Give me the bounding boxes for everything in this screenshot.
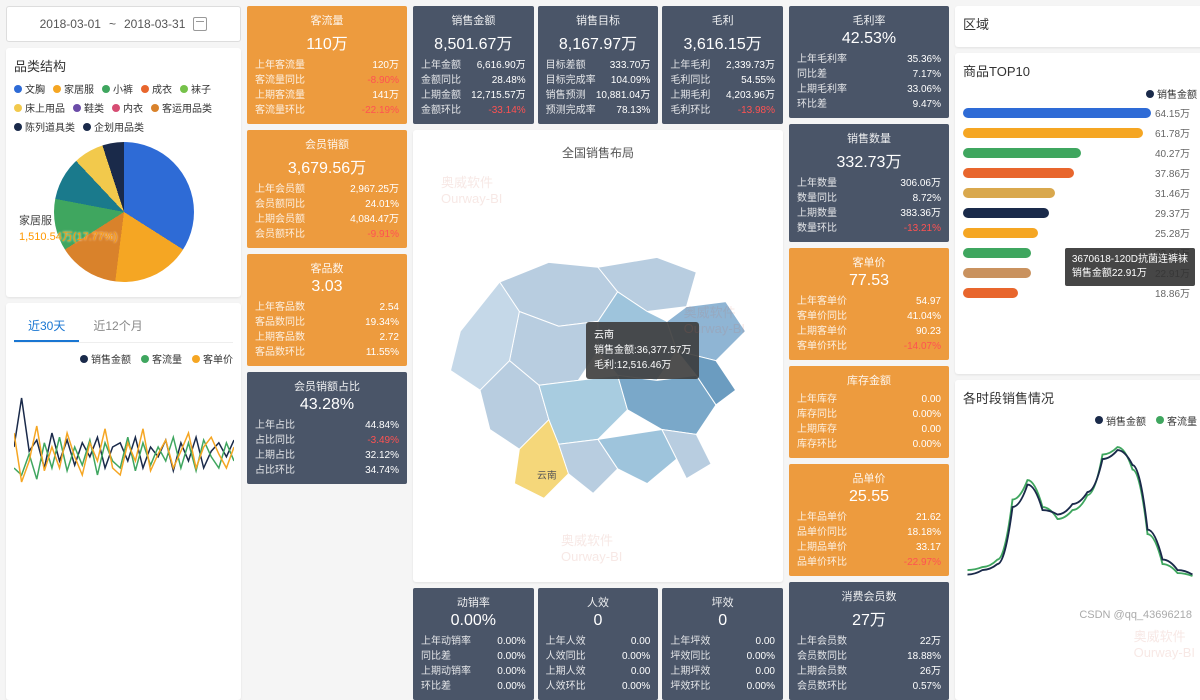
date-range-picker[interactable]: 2018-03-01 ~ 2018-03-31: [6, 6, 241, 42]
top10-tooltip: 3670618-120D抗菌连裤袜 销售金额22.91万: [1065, 248, 1195, 286]
legend-item[interactable]: 小裤: [102, 81, 133, 96]
legend-item[interactable]: 客运用品类: [151, 100, 212, 115]
pie-highlight-label: 家居服 1,510.54万(17.77%): [19, 212, 117, 244]
kpi-card: 销售金额8,501.67万上年金额6,616.90万金额同比28.48%上期金额…: [413, 6, 534, 124]
legend-dot: [112, 104, 120, 112]
legend-item[interactable]: 客流量: [141, 351, 182, 366]
map-tooltip: 云南 销售金额:36,377.57万 毛利:12,516.46万: [586, 322, 699, 379]
legend-item[interactable]: 文胸: [14, 81, 45, 96]
kpi-card: 毛利3,616.15万上年毛利2,339.73万毛利同比54.55%上期毛利4,…: [662, 6, 783, 124]
kpi-card: 品单价25.55上年品单价21.62品单价同比18.18%上期品单价33.17品…: [789, 464, 949, 576]
kpi-card: 销售数量332.73万上年数量306.06万数量同比8.72%上期数量383.3…: [789, 124, 949, 242]
trend-line-chart[interactable]: [14, 370, 234, 510]
hourly-line-chart[interactable]: [963, 432, 1197, 582]
legend-dot: [180, 85, 188, 93]
trend-card: 近30天近12个月 销售金额客流量客单价: [6, 303, 241, 700]
map-title: 全国销售布局: [421, 138, 775, 167]
kpi-card: 会员销额占比43.28%上年占比44.84%占比同比-3.49%上期占比32.1…: [247, 372, 407, 484]
kpi-card: 毛利率42.53%上年毛利率35.36%同比差7.17%上期毛利率33.06%环…: [789, 6, 949, 118]
watermark: 奥威软件Ourway-BI: [1134, 626, 1195, 660]
legend-item[interactable]: 内衣: [112, 100, 143, 115]
top10-bar-row[interactable]: 29.37万: [963, 205, 1197, 220]
date-sep: ~: [109, 17, 116, 31]
kpi-card: 坪效0上年坪效0.00坪效同比0.00%上期坪效0.00坪效环比0.00%: [662, 588, 783, 700]
legend-dot: [14, 123, 22, 131]
kpi-card: 消费会员数27万上年会员数22万会员数同比18.88%上期会员数26万会员数环比…: [789, 582, 949, 700]
kpi-card: 会员销额3,679.56万上年会员额2,967.25万会员额同比24.01%上期…: [247, 130, 407, 248]
legend-item[interactable]: 床上用品: [14, 100, 65, 115]
top10-bar-row[interactable]: 37.86万: [963, 165, 1197, 180]
legend-item[interactable]: 鞋类: [73, 100, 104, 115]
kpi-card: 客流量110万上年客流量120万客流量同比-8.90%上期客流量141万客流量环…: [247, 6, 407, 124]
top10-bar-row[interactable]: 40.27万: [963, 145, 1197, 160]
category-structure-card: 品类结构 文胸家居服小裤成衣袜子床上用品鞋类内衣客运用品类陈列道具类企划用品类 …: [6, 48, 241, 297]
kpi-card: 动销率0.00%上年动销率0.00%同比差0.00%上期动销率0.00%环比差0…: [413, 588, 534, 700]
kpi-card: 库存金额上年库存0.00库存同比0.00%上期库存0.00库存环比0.00%: [789, 366, 949, 458]
csdn-watermark: CSDN @qq_43696218: [1079, 609, 1192, 621]
legend-dot: [141, 85, 149, 93]
kpi-card: 客单价77.53上年客单价54.97客单价同比41.04%上期客单价90.23客…: [789, 248, 949, 360]
top10-card: 商品TOP10 销售金额 64.15万61.78万40.27万37.86万31.…: [955, 53, 1200, 374]
top10-bar-row[interactable]: 31.46万: [963, 185, 1197, 200]
legend-item[interactable]: 客流量: [1156, 413, 1197, 428]
kpi-card: 人效0上年人效0.00人效同比0.00%上期人效0.00人效环比0.00%: [538, 588, 659, 700]
legend-item[interactable]: 客单价: [192, 351, 233, 366]
calendar-icon: [193, 17, 207, 31]
category-title: 品类结构: [14, 56, 233, 75]
top10-bar-row[interactable]: 64.15万: [963, 105, 1197, 120]
legend-dot: [53, 85, 61, 93]
top10-title: 商品TOP10: [963, 61, 1197, 80]
legend-dot: [14, 104, 22, 112]
legend-item[interactable]: 袜子: [180, 81, 211, 96]
map-region-label: 云南: [537, 469, 557, 482]
legend-item[interactable]: 家居服: [53, 81, 94, 96]
legend-item[interactable]: 企划用品类: [83, 119, 144, 134]
kpi-card: 客品数3.03上年客品数2.54客品数同比19.34%上期客品数2.72客品数环…: [247, 254, 407, 366]
region-card[interactable]: 区域: [955, 6, 1200, 47]
top10-bar-row[interactable]: 18.86万: [963, 285, 1197, 300]
legend-dot: [102, 85, 110, 93]
legend-dot: [151, 104, 159, 112]
trend-tab[interactable]: 近12个月: [79, 311, 156, 342]
map-card: 全国销售布局: [413, 130, 783, 582]
region-title: 区域: [963, 14, 1197, 33]
legend-dot: [14, 85, 22, 93]
legend-item[interactable]: 销售金额: [1095, 413, 1146, 428]
top10-bar-row[interactable]: 25.28万: [963, 225, 1197, 240]
legend-item[interactable]: 成衣: [141, 81, 172, 96]
legend-dot: [83, 123, 91, 131]
legend-item[interactable]: 销售金额: [80, 351, 131, 366]
date-start: 2018-03-01: [40, 17, 101, 31]
legend-dot: [73, 104, 81, 112]
trend-tab[interactable]: 近30天: [14, 311, 79, 342]
legend-item[interactable]: 陈列道具类: [14, 119, 75, 134]
hourly-title: 各时段销售情况: [963, 388, 1197, 407]
hourly-card: 各时段销售情况 销售金额客流量 奥威软件Ourway-BI: [955, 380, 1200, 700]
kpi-card: 销售目标8,167.97万目标差额333.70万目标完成率104.09%销售预测…: [538, 6, 659, 124]
top10-bar-row[interactable]: 61.78万: [963, 125, 1197, 140]
date-end: 2018-03-31: [124, 17, 185, 31]
